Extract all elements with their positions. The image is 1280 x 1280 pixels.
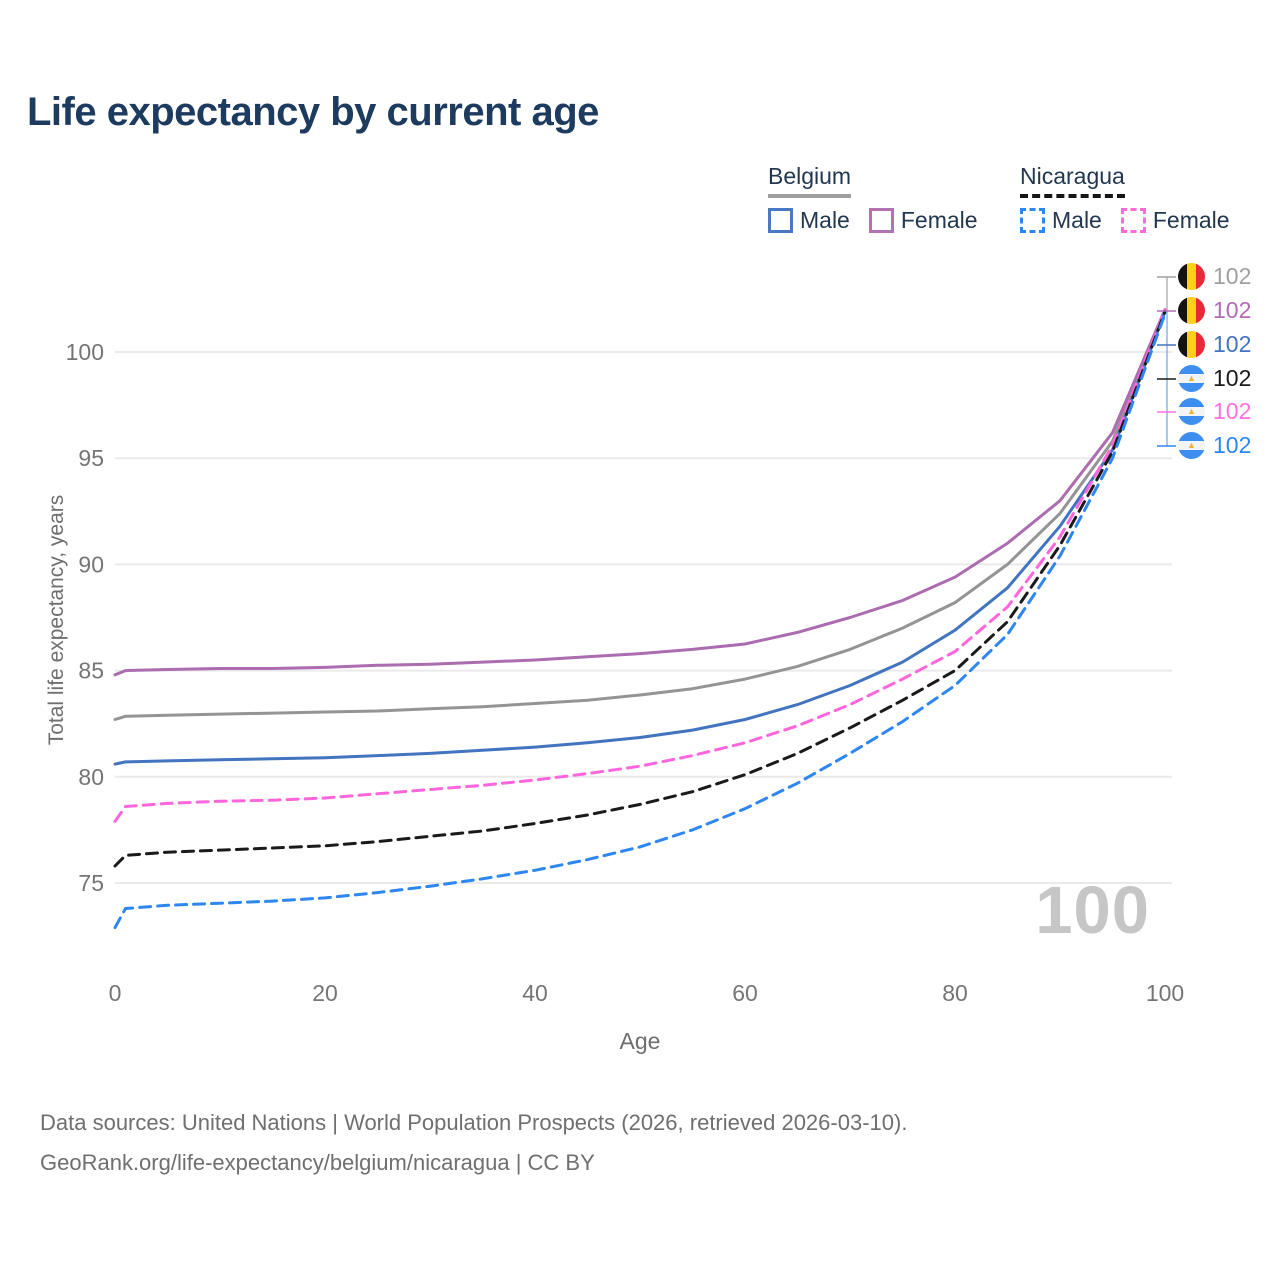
x-tick-label: 60 (732, 980, 758, 1006)
nicaragua-flag-icon (1178, 432, 1205, 459)
end-label-row-belgium-both-sexes: 102 (1178, 263, 1251, 290)
curve-nicaragua-female (113, 308, 1167, 823)
x-tick-label: 100 (1146, 980, 1184, 1006)
footer-attribution: GeoRank.org/life-expectancy/belgium/nica… (40, 1150, 595, 1175)
end-label-value: 102 (1213, 398, 1252, 424)
end-label-row-belgium-male: 102 (1178, 331, 1251, 358)
end-label-value: 102 (1213, 331, 1252, 357)
legend-group-nicaragua: Nicaragua Male Female (1020, 163, 1249, 234)
legend-item-nicaragua-male[interactable]: Male (1020, 207, 1102, 234)
nicaragua-flag-icon (1178, 365, 1205, 392)
y-tick-label: 90 (78, 551, 104, 577)
legend-item-belgium-male[interactable]: Male (768, 207, 850, 234)
legend-item-label: Female (1152, 207, 1230, 233)
belgium-flag-icon (1178, 297, 1205, 324)
x-tick-label: 80 (942, 980, 968, 1006)
legend-country-nicaragua[interactable]: Nicaragua (1020, 163, 1125, 198)
y-axis-title: Total life expectancy, years (45, 494, 68, 746)
legend-item-label: Female (900, 207, 978, 233)
end-label-row-nicaragua-male: 102 (1178, 432, 1251, 459)
nicaragua-male-swatch-icon (1020, 208, 1045, 233)
nicaragua-female-swatch-icon (1120, 208, 1146, 233)
legend-item-label: Male (800, 207, 850, 233)
curve-nicaragua-male (113, 312, 1167, 930)
end-label-row-nicaragua-both-sexes: 102 (1178, 365, 1251, 392)
legend-item-label: Male (1052, 207, 1102, 233)
y-tick-label: 85 (78, 658, 104, 684)
age-watermark: 100 (1035, 873, 1150, 948)
x-tick-label: 20 (312, 980, 338, 1006)
belgium-male-swatch-icon (768, 208, 793, 233)
end-label-value: 102 (1213, 432, 1252, 458)
belgium-female-swatch-icon (868, 208, 894, 233)
legend-item-nicaragua-female[interactable]: Female (1120, 207, 1230, 234)
legend-country-belgium[interactable]: Belgium (768, 163, 852, 198)
y-tick-label: 80 (78, 764, 104, 790)
page-title: Life expectancy by current age (27, 90, 599, 134)
end-label-row-nicaragua-female: 102 (1178, 398, 1251, 425)
legend-item-belgium-female[interactable]: Female (868, 207, 978, 234)
x-tick-label: 40 (522, 980, 548, 1006)
line-chart: 75 80 85 90 95 100 0 20 40 60 80 100 (66, 276, 1184, 1006)
legend-group-belgium: Belgium Male Female (768, 163, 997, 234)
y-tick-label: 100 (66, 339, 104, 365)
belgium-flag-icon (1178, 263, 1205, 290)
curve-belgium-both-sexes (113, 309, 1167, 721)
belgium-flag-icon (1178, 331, 1205, 358)
curve-nicaragua-both-sexes (113, 310, 1167, 868)
x-axis-title: Age (619, 1028, 661, 1054)
footer-data-sources: Data sources: United Nations | World Pop… (40, 1110, 908, 1135)
nicaragua-flag-icon (1178, 398, 1205, 425)
end-label-value: 102 (1213, 297, 1252, 323)
y-tick-label: 95 (78, 445, 104, 471)
y-tick-label: 75 (78, 870, 104, 896)
curve-belgium-female (113, 308, 1167, 677)
end-label-value: 102 (1213, 365, 1252, 391)
end-label-value: 102 (1213, 263, 1252, 289)
x-tick-label: 0 (109, 980, 122, 1006)
end-label-row-belgium-female: 102 (1178, 297, 1251, 324)
curve-belgium-male (113, 310, 1167, 766)
